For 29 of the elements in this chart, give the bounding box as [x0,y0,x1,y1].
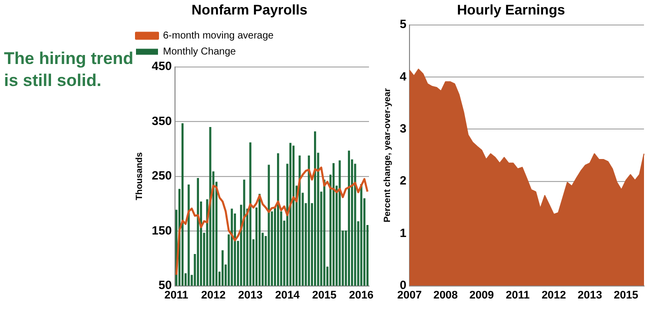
x-tick-label: 2014 [275,289,300,302]
y-tick-label: 450 [152,59,172,74]
x-tick-label: 2013 [238,289,263,302]
y-tick-label: 3 [400,122,407,136]
x-tick-label: 2013 [578,289,602,302]
y-tick-label: 5 [400,17,407,32]
chart-title: Hourly Earnings [456,1,566,18]
x-tick-label: 2011 [164,289,188,302]
y-tick-label: 150 [152,223,172,238]
x-tick-label: 2012 [542,289,566,302]
text: The hiring trend is still solid. [4,48,134,92]
x-tick-label: 2008 [433,289,458,302]
y-tick-label: 2 [400,174,407,188]
x-tick-label: 2009 [469,289,494,302]
x-tick-label: 2016 [349,289,374,302]
x-tick-label: 2007 [397,289,422,302]
y-tick-label: 4 [400,69,407,84]
x-tick-label: 2015 [312,289,337,302]
y-tick-label: 250 [152,168,172,183]
y-axis-title: Thousands [134,152,144,200]
x-tick-label: 2012 [201,289,226,302]
y-tick-label: 350 [152,114,172,128]
y-tick-label: 1 [400,226,407,240]
legend-label: 6-month moving average [163,30,274,42]
legend-label: Monthly Change [163,46,236,58]
y-axis-title: Percent change, year-over-year [382,88,392,222]
x-tick-label: 2015 [614,289,638,302]
x-tick-label: 2011 [506,289,530,302]
chart-title: Nonfarm Payrolls [192,1,308,18]
